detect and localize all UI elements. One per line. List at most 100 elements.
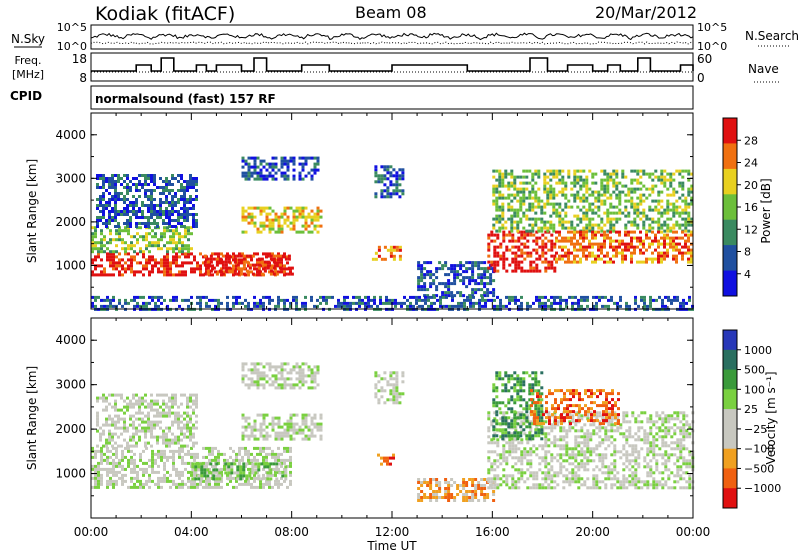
velocity-cell <box>241 380 245 384</box>
velocity-cell <box>150 420 153 424</box>
power-cell <box>435 270 439 274</box>
power-cell <box>126 192 129 195</box>
velocity-cell <box>283 362 287 366</box>
power-cell <box>186 213 189 216</box>
velocity-cell <box>429 487 433 490</box>
velocity-cell <box>195 414 198 418</box>
velocity-cell <box>162 441 165 445</box>
velocity-cell <box>244 428 248 432</box>
power-cell <box>543 223 547 227</box>
power-cell <box>233 269 237 273</box>
power-cell <box>392 168 396 172</box>
velocity-cell <box>220 476 223 480</box>
power-cell <box>135 183 138 186</box>
velocity-cell <box>262 473 265 477</box>
power-cell <box>126 189 129 192</box>
power-cell <box>531 202 535 206</box>
power-cell <box>376 304 379 308</box>
power-cell <box>129 189 132 192</box>
velocity-cell <box>197 462 201 466</box>
velocity-cell <box>547 450 551 454</box>
power-cell <box>274 215 278 219</box>
power-cell <box>389 251 393 255</box>
velocity-cell <box>468 490 472 493</box>
power-cell <box>383 189 387 193</box>
power-cell <box>160 247 163 251</box>
velocity-cell <box>289 437 293 441</box>
power-cell <box>648 229 652 233</box>
power-cell <box>499 304 502 308</box>
velocity-cell <box>123 411 126 415</box>
power-cell <box>259 177 263 181</box>
power-cell <box>447 291 451 295</box>
power-cell <box>538 304 541 308</box>
power-cell <box>679 304 682 308</box>
power-cell <box>127 229 130 233</box>
velocity-cell <box>121 473 124 477</box>
power-cell <box>459 264 463 268</box>
power-cell <box>493 248 497 252</box>
velocity-cell <box>298 386 302 390</box>
power-cell <box>526 239 530 243</box>
power-cell <box>123 174 126 177</box>
power-cell <box>171 177 174 180</box>
power-cell <box>153 207 156 210</box>
velocity-cell <box>236 477 240 481</box>
power-cell <box>111 198 114 201</box>
power-cell <box>538 298 541 302</box>
power-cell <box>171 174 174 177</box>
velocity-cell <box>177 414 180 418</box>
power-cell <box>385 301 388 305</box>
power-cell <box>454 304 457 308</box>
velocity-cell <box>178 482 181 486</box>
velocity-cell <box>123 423 126 427</box>
power-cell <box>588 223 592 227</box>
power-cell <box>175 273 178 277</box>
velocity-cell <box>178 473 181 477</box>
velocity-cell <box>241 458 244 462</box>
power-cell <box>172 258 175 262</box>
power-cell <box>123 222 126 225</box>
power-cell <box>514 251 518 255</box>
power-cell <box>157 298 160 302</box>
velocity-cell <box>126 408 129 412</box>
velocity-cell <box>106 446 109 450</box>
power-cell <box>588 254 591 258</box>
velocity-cell <box>283 431 287 435</box>
power-cell <box>480 273 484 277</box>
power-cell <box>430 295 433 299</box>
power-cell <box>202 295 205 299</box>
power-cell <box>151 235 154 239</box>
power-cell <box>609 223 613 227</box>
velocity-cell <box>123 405 126 409</box>
velocity-cell <box>200 477 204 481</box>
power-cell <box>615 220 619 224</box>
power-cell <box>367 304 370 308</box>
velocity-cell <box>553 474 557 478</box>
power-cell <box>601 295 604 299</box>
velocity-cell <box>241 374 245 378</box>
velocity-cell <box>129 444 132 448</box>
power-cell <box>618 230 621 234</box>
power-cell <box>94 241 97 245</box>
velocity-cell <box>316 428 320 432</box>
power-cell <box>183 195 186 198</box>
velocity-cell <box>280 386 284 390</box>
power-cell <box>172 238 175 242</box>
power-cell <box>582 236 585 240</box>
power-cell <box>663 220 667 224</box>
power-cell <box>235 264 238 268</box>
power-cell <box>292 298 295 302</box>
velocity-cell <box>483 496 487 499</box>
power-cell <box>510 193 514 197</box>
power-cell <box>678 196 682 200</box>
velocity-cell <box>135 426 138 430</box>
power-cell <box>153 174 156 177</box>
velocity-cell <box>177 435 180 439</box>
power-cell <box>280 270 283 274</box>
power-cell <box>537 217 541 221</box>
velocity-cell <box>447 487 451 490</box>
power-cell <box>187 238 190 242</box>
velocity-cell <box>115 455 118 459</box>
